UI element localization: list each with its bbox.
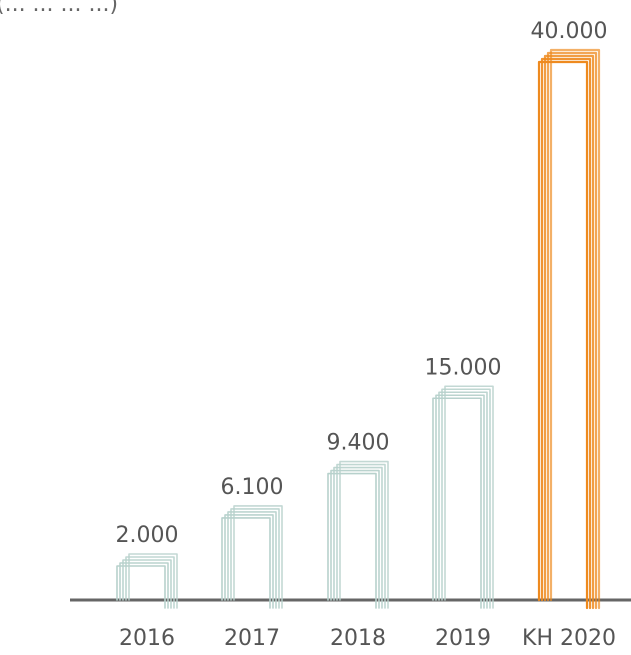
bar-stack-layer xyxy=(116,565,166,609)
bar-stack-layer xyxy=(444,385,494,609)
bar-stack-layer xyxy=(546,51,598,610)
bar-stack-layer xyxy=(330,469,380,609)
data-label: 6.100 xyxy=(221,475,284,500)
bar-kh-2020: 40.000 KH 2020 xyxy=(522,19,616,651)
bar-stack-layer xyxy=(227,511,277,609)
plot-area: 2.000 2016 6.100 2017 9.400 2018 15.000 2019 40.… xyxy=(70,19,631,651)
bar-stack-layer xyxy=(122,559,172,609)
bar-stack-layer xyxy=(549,48,601,610)
bar-stack-layer xyxy=(233,505,283,609)
bar-stack-layer xyxy=(336,463,386,609)
data-label: 2.000 xyxy=(116,523,179,548)
bar-stack-layer xyxy=(128,553,178,609)
bar-stack-layer xyxy=(438,391,488,609)
bar-stack-layer xyxy=(543,54,595,610)
bar-stack-layer xyxy=(333,466,383,609)
bar-2016: 2.000 2016 xyxy=(116,523,179,651)
x-tick-label: 2016 xyxy=(119,626,175,651)
data-label: 15.000 xyxy=(425,355,502,380)
bar-stack-layer xyxy=(125,556,175,609)
bar-stack-layer xyxy=(224,514,274,609)
bar-stack-layer xyxy=(119,562,169,609)
x-tick-label: 2019 xyxy=(435,626,491,651)
x-tick-label: KH 2020 xyxy=(522,626,616,651)
bar-stack-layer xyxy=(327,472,377,609)
data-label: 9.400 xyxy=(327,431,390,456)
bar-2019: 15.000 2019 xyxy=(425,355,502,651)
bar-stack-layer xyxy=(537,60,589,610)
data-label: 40.000 xyxy=(531,19,608,44)
chart-header-note: (... ... ... ...) xyxy=(0,0,119,17)
bar-2017: 6.100 2017 xyxy=(221,475,284,651)
bar-stack-layer xyxy=(441,388,491,609)
bar-stack-layer xyxy=(540,57,592,610)
bar-stack-layer xyxy=(435,394,485,609)
bar-stack-layer xyxy=(432,397,482,609)
x-tick-label: 2018 xyxy=(330,626,386,651)
bar-stack-layer xyxy=(230,508,280,609)
bar-stack-layer xyxy=(339,460,389,609)
bar-2018: 9.400 2018 xyxy=(327,431,390,651)
bar-stack-layer xyxy=(221,517,271,609)
x-tick-label: 2017 xyxy=(224,626,280,651)
